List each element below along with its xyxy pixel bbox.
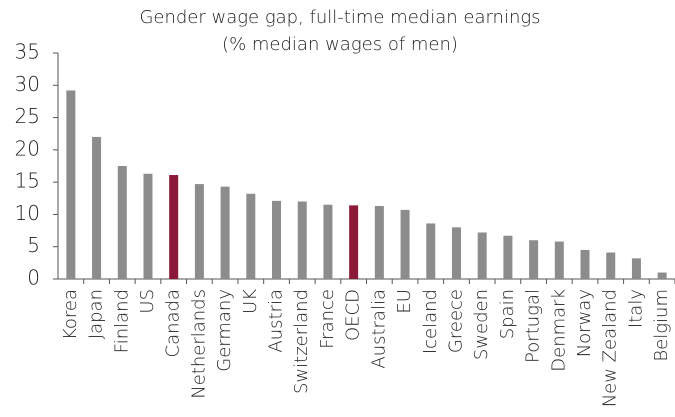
x-tick-label: Canada xyxy=(163,289,184,358)
x-tick-label: New Zealand xyxy=(600,289,621,407)
x-tick-label: Italy xyxy=(625,289,646,328)
x-tick-label: Denmark xyxy=(548,289,569,372)
bar xyxy=(580,249,590,279)
x-tick-label: France xyxy=(317,289,338,349)
bar xyxy=(529,240,539,279)
x-tick-label: Greece xyxy=(445,289,466,353)
x-tick-label: Portugal xyxy=(523,289,544,363)
x-tick-label: Switzerland xyxy=(291,289,312,394)
bar xyxy=(117,166,127,279)
bar xyxy=(194,184,204,279)
bar xyxy=(66,90,76,279)
bar xyxy=(477,232,487,279)
bar xyxy=(143,173,153,279)
y-tick-label: 5 xyxy=(27,233,40,257)
x-tick-label: Sweden xyxy=(471,289,492,360)
bar xyxy=(169,175,179,279)
x-tick-label: Netherlands xyxy=(188,289,209,399)
x-tick-label: Belgium xyxy=(651,289,672,362)
x-tick-label: Finland xyxy=(111,289,132,353)
bar xyxy=(554,241,564,279)
bar xyxy=(349,205,359,279)
x-tick-label: OECD xyxy=(343,289,364,341)
x-tick-label: Spain xyxy=(497,289,518,339)
chart-title: Gender wage gap, full-time median earnin… xyxy=(139,7,540,28)
x-tick-label: Germany xyxy=(214,289,235,372)
x-tick-label: US xyxy=(137,289,158,314)
y-tick-label: 15 xyxy=(15,169,40,193)
bar xyxy=(631,258,641,279)
bar xyxy=(426,223,436,279)
bar xyxy=(220,186,230,279)
x-tick-label: Japan xyxy=(86,289,107,339)
y-tick-label: 0 xyxy=(27,266,40,290)
chart-subtitle: (% median wages of men) xyxy=(222,34,458,55)
bar xyxy=(503,235,513,279)
x-tick-label: Iceland xyxy=(420,289,441,354)
x-tick-label: EU xyxy=(394,289,415,314)
bar xyxy=(297,201,307,279)
y-tick-label: 25 xyxy=(15,104,40,128)
bar xyxy=(400,209,410,279)
bar xyxy=(272,200,282,279)
x-tick-label: Norway xyxy=(574,289,595,357)
y-tick-label: 30 xyxy=(15,72,40,96)
y-tick-label: 35 xyxy=(15,40,40,64)
bar xyxy=(657,272,667,279)
bar xyxy=(606,252,616,279)
x-tick-label: Korea xyxy=(60,289,81,340)
y-tick-label: 20 xyxy=(15,136,40,160)
bar xyxy=(451,227,461,279)
bar xyxy=(246,193,256,279)
x-tick-label: Austria xyxy=(266,289,287,353)
bar xyxy=(92,136,102,279)
x-tick-label: Australia xyxy=(368,289,389,369)
bar xyxy=(374,206,384,279)
y-tick-label: 10 xyxy=(15,201,40,225)
bar xyxy=(323,204,333,279)
x-tick-label: UK xyxy=(240,289,261,314)
